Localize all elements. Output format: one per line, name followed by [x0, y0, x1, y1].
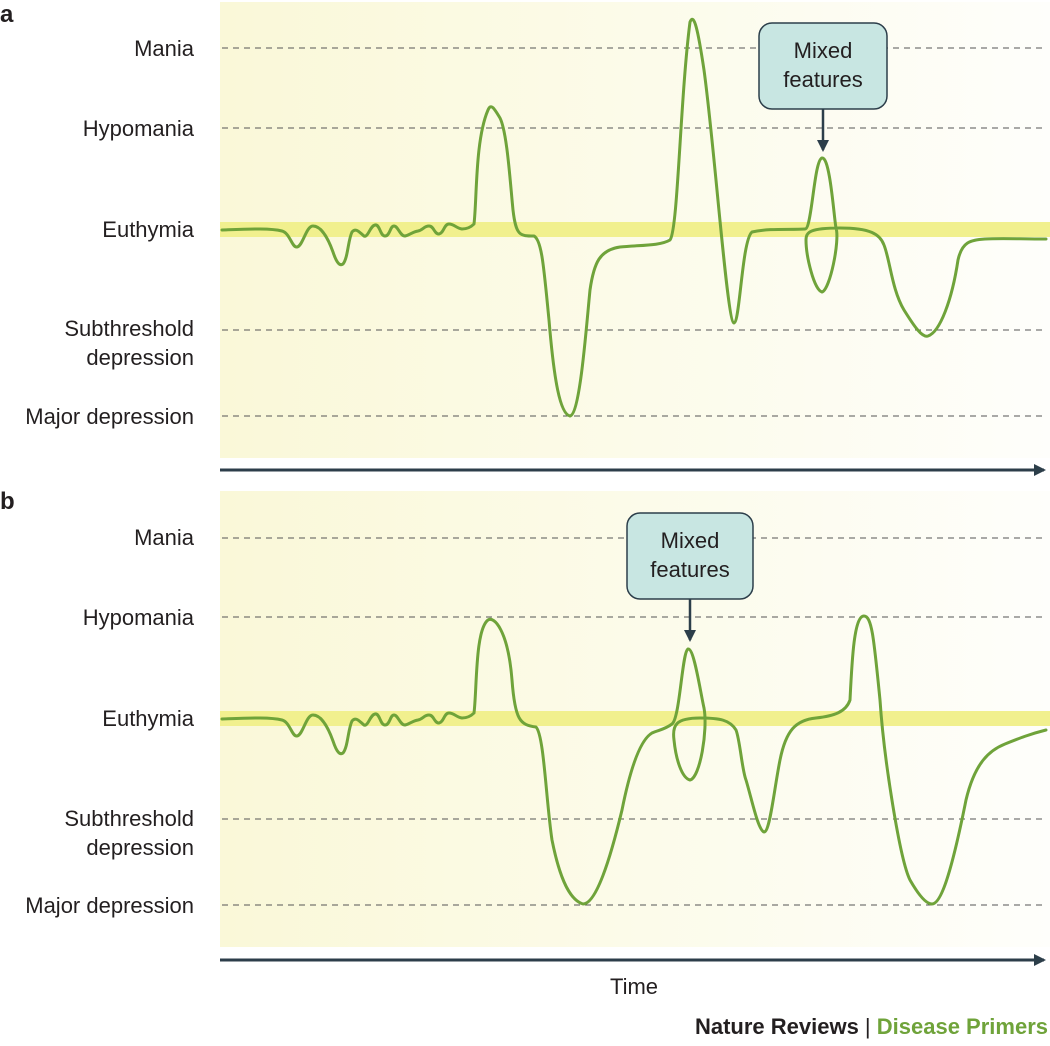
panel-a-mood-curve: [220, 17, 1048, 418]
panel-b: b Mania Hypomania Euthymia Subthreshold …: [0, 488, 1050, 999]
panel-b-level-hypomania: Hypomania: [83, 605, 195, 630]
credit-journal: Nature Reviews: [694, 1014, 859, 1039]
panel-a-gridlines: [222, 47, 1045, 417]
credit-separator: |: [858, 1014, 877, 1039]
panel-b-label: b: [0, 488, 15, 515]
panel-a-level-subthreshold-line2: depression: [86, 345, 194, 370]
panel-a-label: a: [0, 1, 14, 28]
panel-b-level-major-depression: Major depression: [25, 893, 194, 918]
panel-b-level-subthreshold-line2: depression: [86, 835, 194, 860]
panel-b-callout-line1: Mixed: [661, 528, 720, 553]
journal-credit: Nature Reviews | Disease Primers: [695, 1014, 1048, 1040]
panel-a-level-euthymia: Euthymia: [102, 217, 194, 242]
time-axis-label: Time: [610, 974, 658, 999]
credit-series: Disease Primers: [876, 1014, 1048, 1039]
panel-a-callout-line1: Mixed: [794, 38, 853, 63]
panel-b-euthymia-band: [220, 711, 1050, 726]
panel-b-callout-line2: features: [650, 557, 730, 582]
panel-a-callout-line2: features: [783, 67, 863, 92]
panel-a-mixed-features-callout: Mixed features: [758, 22, 888, 152]
panel-a-level-subthreshold: Subthreshold: [64, 316, 194, 341]
panel-b-gridlines: [222, 537, 1045, 906]
panel-b-level-mania: Mania: [134, 525, 195, 550]
panel-a: a Mania Hypomania Euthymia Subthreshold …: [0, 1, 1050, 476]
panel-b-level-euthymia: Euthymia: [102, 706, 194, 731]
panel-a-level-hypomania: Hypomania: [83, 116, 195, 141]
panel-a-euthymia-band: [220, 222, 1050, 237]
panel-b-callout-box: [626, 512, 754, 600]
panel-b-mood-curve: [220, 614, 1048, 906]
panel-a-level-major-depression: Major depression: [25, 404, 194, 429]
panel-b-level-subthreshold: Subthreshold: [64, 806, 194, 831]
panel-b-mixed-features-callout: Mixed features: [626, 512, 754, 642]
panel-a-level-mania: Mania: [134, 36, 195, 61]
panel-a-callout-box: [758, 22, 888, 110]
